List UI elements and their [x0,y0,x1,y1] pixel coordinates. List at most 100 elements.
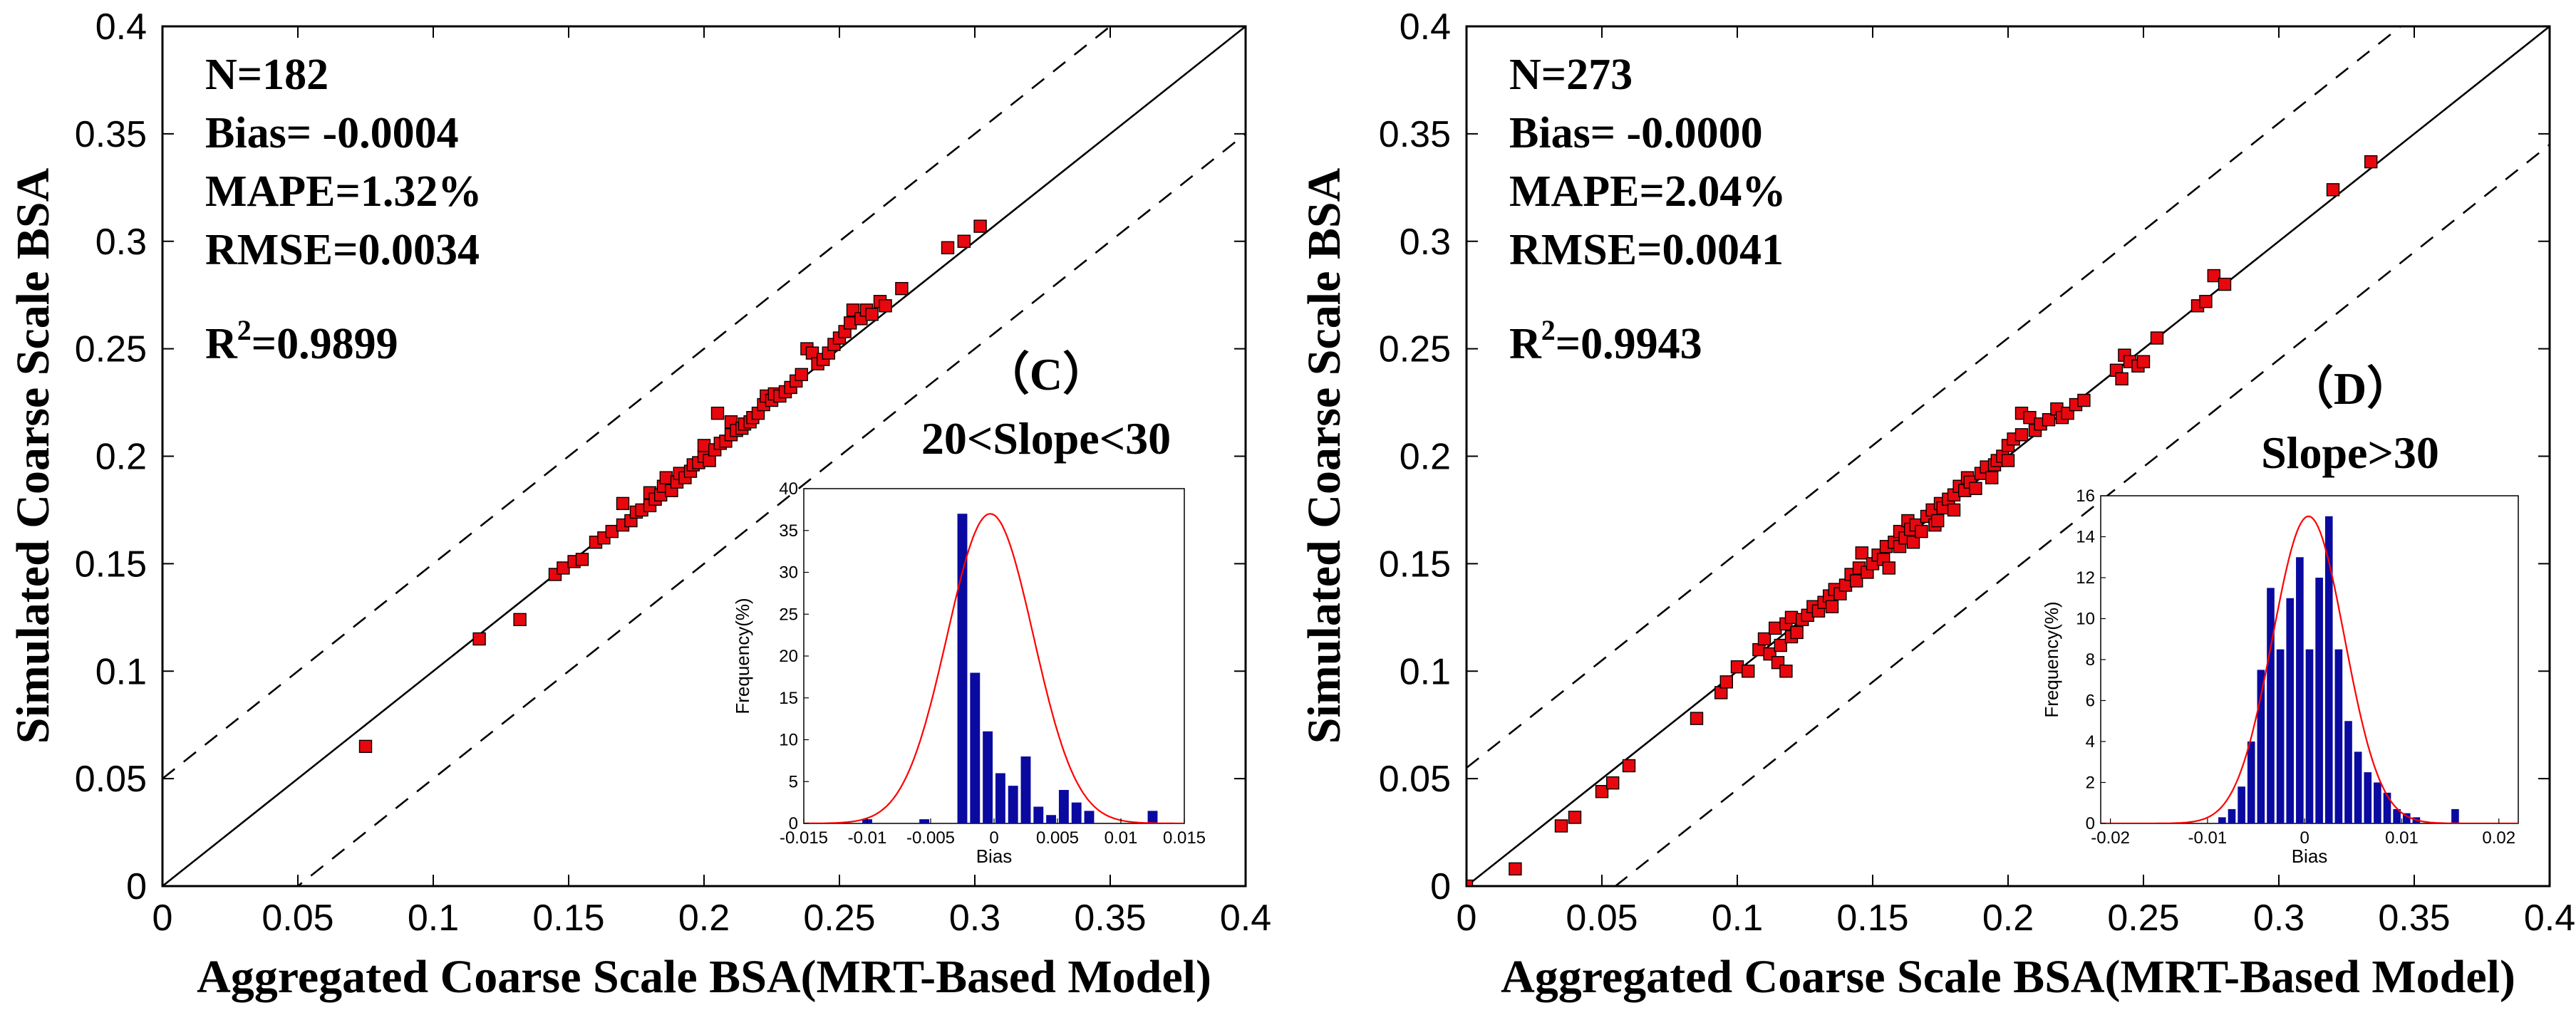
histogram-bar [983,731,993,823]
y-tick-label: 0.35 [1379,114,1451,155]
inset-y-tick-label: 10 [779,731,798,750]
data-point [2364,155,2378,169]
data-point [1690,712,1704,725]
histogram-bar [2334,649,2343,823]
histogram-bar [1058,790,1069,823]
stat-rmse: RMSE=0.0034 [205,226,480,274]
inset-y-tick-label: 5 [789,772,798,791]
data-point [795,368,809,382]
data-point [575,553,589,566]
histogram-bar [2238,786,2245,823]
histogram-bar [1033,806,1044,823]
histogram-bar [2296,557,2304,823]
data-point [710,406,725,420]
y-tick-label: 0.05 [75,759,147,800]
data-points [1467,155,2378,886]
y-tick-label: 0 [126,866,147,907]
data-point [1509,862,1522,876]
histogram-bar [2393,808,2401,823]
inset-y-tick-label: 40 [779,479,798,499]
data-point [1849,574,1863,588]
r2-value: =0.9943 [1556,320,1702,368]
x-tick-label: 0.4 [2524,897,2575,939]
x-tick-label: 0.35 [2378,897,2450,939]
histogram-bar [2247,742,2255,823]
inset-y-tick-label: 6 [2086,692,2095,711]
inset-y-tick-label: 12 [2076,568,2095,588]
inset-x-tick-label: -0.015 [780,828,828,848]
stat-mape: MAPE=2.04% [1509,167,1786,216]
inset-y-tick-label: 15 [779,689,798,708]
x-tick-label: 0.2 [1982,897,2034,939]
y-tick-label: 0.1 [95,651,147,692]
data-point [2014,428,2029,442]
inset-x-tick-label: 0.005 [1036,828,1079,848]
data-point [1855,546,1869,560]
data-point [1790,625,1804,640]
histogram-bar [2305,649,2314,823]
histogram-bar [2267,588,2275,823]
data-point [1757,632,1771,646]
inset-x-label: Bias [976,846,1013,867]
data-point [1825,600,1839,613]
data-point [1882,561,1896,575]
histogram-bar [1046,815,1057,823]
lower-bound-line [1613,143,2550,886]
data-points [358,219,987,754]
inset-y-tick-label: 0 [789,814,798,833]
scatter-panel-d: 0 0.05 0.1 0.15 0.2 0.25 0.3 0.35 0.4 0 0.05 0.1 0.1… [1298,6,2575,1003]
inset-y-tick-label: 25 [779,605,798,624]
data-point [2023,410,2037,425]
inset-x-tick-label: -0.01 [848,828,887,848]
data-point [973,219,987,233]
data-point [1595,785,1609,798]
histogram-bar [919,819,930,823]
y-tick-label: 0.2 [1400,437,1451,478]
histogram-bar [957,514,968,823]
data-point [2199,295,2213,308]
axes: 0 0.05 0.1 0.15 0.2 0.25 0.3 0.35 0.400.050.10.1… [1379,6,2575,939]
data-point [941,241,955,255]
data-point [2207,269,2221,283]
panel-label: （C） [984,349,1108,400]
stat-bias: Bias= -0.0004 [205,109,459,157]
histogram-bar [1071,802,1082,823]
histogram-bar [2344,721,2352,823]
x-axis-label: Aggregated Coarse Scale BSA(MRT-Based Mo… [197,951,1211,1003]
data-point [2326,183,2340,197]
inset-axes: -0.015 -0.01 -0.005 0 0.005 0.01 0.015 0 5 10 15 20… [779,479,1206,848]
y-tick-label: 0.15 [75,543,147,585]
x-tick-label: 0.25 [803,897,875,939]
inset-x-tick-label: 0.01 [1105,828,1138,848]
y-tick-label: 0.25 [1379,329,1451,370]
x-tick-label: 0.3 [949,897,1000,939]
axes: 0 0.05 0.1 0.15 0.2 0.25 0.3 0.35 0.400.050.10.1… [75,6,1271,939]
data-point [2150,331,2164,345]
histogram-bar [2218,817,2226,823]
inset-x-tick-label: -0.01 [2188,828,2228,848]
inset-histogram: -0.015 -0.01 -0.005 0 0.005 0.01 0.015 0 5 10 15 20… [732,479,1206,867]
r2-prefix: R [205,320,238,368]
stat-r2: R2=0.9899 [205,314,398,368]
inset-y-tick-label: 4 [2086,732,2095,751]
data-point [865,308,879,321]
stats-box: N=182 Bias= -0.0004 MAPE=1.32% RMSE=0.00… [205,51,482,368]
data-point [1622,759,1636,773]
data-point [1784,610,1799,625]
x-tick-label: 0 [152,897,173,939]
y-tick-label: 0.4 [95,6,147,48]
y-axis-label: Simulated Coarse Scale BSA [7,167,59,744]
r2-exponent: 2 [237,314,252,346]
histogram-bar [970,672,981,823]
inset-y-tick-label: 30 [779,563,798,583]
data-point [1906,536,1920,549]
inset-axes: -0.02 -0.01 0 0.01 0.02 0 2 4 6 8 10 12 14 16 [2076,487,2515,848]
data-point [2077,393,2091,407]
inset-histogram: -0.02 -0.01 0 0.01 0.02 0 2 4 6 8 10 12 14 16 Bias Fr… [2041,487,2519,867]
data-point [2042,413,2056,427]
stat-mape: MAPE=1.32% [205,167,482,216]
normal-fit-curve [2101,515,2518,823]
histogram-bar [2324,516,2333,823]
histogram-bar [2257,670,2265,823]
data-point [472,632,486,646]
